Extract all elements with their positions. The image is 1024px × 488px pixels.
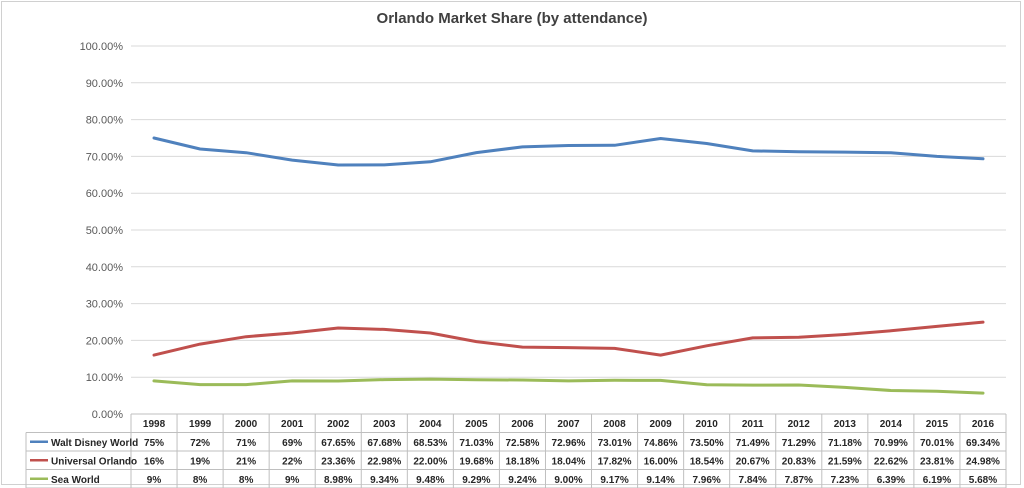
table-value-label: 69.34% bbox=[966, 438, 1000, 449]
table-value-label: 7.87% bbox=[785, 475, 813, 486]
table-value-label: 75% bbox=[144, 438, 164, 449]
y-tick-label: 70.00% bbox=[86, 151, 124, 163]
x-category-label: 2008 bbox=[603, 419, 626, 430]
table-value-label: 20.83% bbox=[782, 456, 816, 467]
series-line bbox=[152, 320, 985, 357]
table-value-label: 5.68% bbox=[969, 475, 997, 486]
table-value-label: 69% bbox=[282, 438, 302, 449]
table-value-label: 9.24% bbox=[508, 475, 536, 486]
table-value-label: 8% bbox=[239, 475, 254, 486]
y-tick-label: 20.00% bbox=[86, 335, 124, 347]
y-tick-label: 0.00% bbox=[92, 409, 123, 421]
x-category-label: 1999 bbox=[189, 419, 212, 430]
table-value-label: 17.82% bbox=[598, 456, 632, 467]
table-value-label: 16.00% bbox=[644, 456, 678, 467]
table-value-label: 70.99% bbox=[874, 438, 908, 449]
table-value-label: 18.04% bbox=[552, 456, 586, 467]
table-value-label: 71.29% bbox=[782, 438, 816, 449]
table-value-label: 7.23% bbox=[831, 475, 859, 486]
table-value-label: 73.50% bbox=[690, 438, 724, 449]
table-value-label: 7.84% bbox=[739, 475, 767, 486]
table-value-label: 21% bbox=[236, 456, 256, 467]
table-value-label: 68.53% bbox=[413, 438, 447, 449]
table-value-label: 71.18% bbox=[828, 438, 862, 449]
table-value-label: 22.62% bbox=[874, 456, 908, 467]
x-category-label: 2005 bbox=[465, 419, 488, 430]
table-value-label: 72.58% bbox=[505, 438, 539, 449]
x-category-label: 2012 bbox=[788, 419, 811, 430]
table-value-label: 9.14% bbox=[646, 475, 674, 486]
y-tick-label: 60.00% bbox=[86, 188, 124, 200]
y-tick-label: 100.00% bbox=[80, 41, 124, 53]
x-category-label: 2004 bbox=[419, 419, 442, 430]
table-value-label: 9% bbox=[285, 475, 300, 486]
series-line bbox=[152, 377, 985, 395]
table-value-label: 9.29% bbox=[462, 475, 490, 486]
x-category-label: 2006 bbox=[511, 419, 534, 430]
table-value-label: 67.68% bbox=[367, 438, 401, 449]
table-value-label: 71% bbox=[236, 438, 256, 449]
chart-title: Orlando Market Share (by attendance) bbox=[376, 10, 648, 27]
table-value-label: 71.49% bbox=[736, 438, 770, 449]
x-category-label: 2011 bbox=[742, 419, 764, 430]
table-value-label: 73.01% bbox=[598, 438, 632, 449]
table-value-label: 71.03% bbox=[459, 438, 493, 449]
table-value-label: 70.01% bbox=[920, 438, 954, 449]
x-category-label: 1998 bbox=[143, 419, 166, 430]
y-tick-label: 40.00% bbox=[86, 262, 124, 274]
y-tick-label: 50.00% bbox=[86, 225, 124, 237]
x-category-label: 2001 bbox=[281, 419, 304, 430]
x-category-label: 2013 bbox=[834, 419, 857, 430]
x-category-label: 2002 bbox=[327, 419, 350, 430]
legend-label: Walt Disney World bbox=[51, 438, 138, 449]
table-value-label: 9.00% bbox=[554, 475, 582, 486]
y-tick-label: 90.00% bbox=[86, 78, 124, 90]
table-value-label: 24.98% bbox=[966, 456, 1000, 467]
x-category-label: 2003 bbox=[373, 419, 396, 430]
table-value-label: 8.98% bbox=[324, 475, 352, 486]
y-tick-label: 80.00% bbox=[86, 115, 124, 127]
x-category-label: 2007 bbox=[557, 419, 580, 430]
table-value-label: 6.39% bbox=[877, 475, 905, 486]
table-value-label: 23.81% bbox=[920, 456, 954, 467]
table-value-label: 18.18% bbox=[505, 456, 539, 467]
table-value-label: 74.86% bbox=[644, 438, 678, 449]
table-value-label: 67.65% bbox=[321, 438, 355, 449]
table-value-label: 16% bbox=[144, 456, 164, 467]
series-line bbox=[152, 136, 985, 167]
table-value-label: 7.96% bbox=[692, 475, 720, 486]
table-value-label: 21.59% bbox=[828, 456, 862, 467]
table-value-label: 6.19% bbox=[923, 475, 951, 486]
table-value-label: 9% bbox=[147, 475, 162, 486]
table-value-label: 18.54% bbox=[690, 456, 724, 467]
table-value-label: 22% bbox=[282, 456, 302, 467]
x-category-label: 2014 bbox=[880, 419, 903, 430]
table-value-label: 8% bbox=[193, 475, 208, 486]
x-category-label: 2010 bbox=[696, 419, 719, 430]
table-value-label: 20.67% bbox=[736, 456, 770, 467]
x-category-label: 2015 bbox=[926, 419, 949, 430]
x-category-label: 2000 bbox=[235, 419, 258, 430]
table-value-label: 72% bbox=[190, 438, 210, 449]
table-value-label: 9.34% bbox=[370, 475, 398, 486]
table-value-label: 22.00% bbox=[413, 456, 447, 467]
table-value-label: 9.48% bbox=[416, 475, 444, 486]
y-tick-label: 30.00% bbox=[86, 299, 124, 311]
legend-label: Sea World bbox=[51, 475, 100, 486]
table-value-label: 22.98% bbox=[367, 456, 401, 467]
x-category-label: 2009 bbox=[649, 419, 672, 430]
table-value-label: 23.36% bbox=[321, 456, 355, 467]
table-value-label: 9.17% bbox=[600, 475, 628, 486]
y-tick-label: 10.00% bbox=[86, 372, 124, 384]
legend-label: Universal Orlando bbox=[51, 456, 137, 467]
x-category-label: 2016 bbox=[972, 419, 995, 430]
table-value-label: 19% bbox=[190, 456, 210, 467]
table-value-label: 19.68% bbox=[459, 456, 493, 467]
table-value-label: 72.96% bbox=[552, 438, 586, 449]
